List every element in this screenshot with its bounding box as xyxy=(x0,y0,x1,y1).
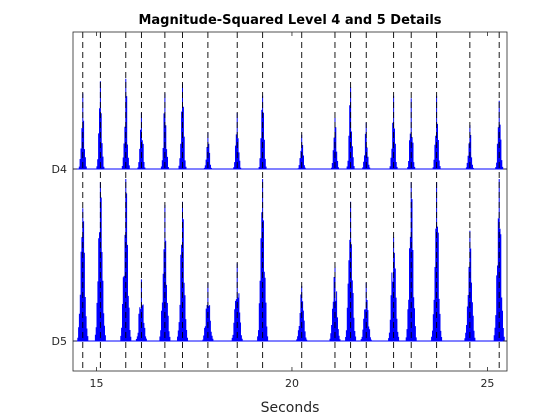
series-peak xyxy=(346,87,355,169)
series-d4 xyxy=(73,78,507,170)
series-peak xyxy=(120,179,132,341)
chart-title: Magnitude-Squared Level 4 and 5 Details xyxy=(138,13,441,28)
axes-frame xyxy=(72,31,508,372)
x-axis-label: Seconds xyxy=(261,400,320,416)
x-tick-label: 15 xyxy=(89,377,103,390)
series-peak xyxy=(77,208,89,341)
series-peak xyxy=(493,179,505,341)
y-tick-label: D4 xyxy=(52,163,67,176)
series-peak xyxy=(233,112,242,169)
series-d5 xyxy=(73,179,507,342)
series-peak xyxy=(78,93,87,169)
series-peak xyxy=(345,201,357,341)
x-tick-label: 25 xyxy=(480,377,494,390)
series-peak xyxy=(137,112,146,169)
series-peak xyxy=(202,282,214,341)
axis-ticks: 15 20 25 D4 D5 xyxy=(52,32,507,390)
series-peak xyxy=(431,182,443,341)
plot-area xyxy=(73,32,507,371)
series-peak xyxy=(135,279,147,341)
beat-markers xyxy=(82,32,500,371)
x-tick-label: 20 xyxy=(285,377,299,390)
y-tick-label: D5 xyxy=(52,335,67,348)
